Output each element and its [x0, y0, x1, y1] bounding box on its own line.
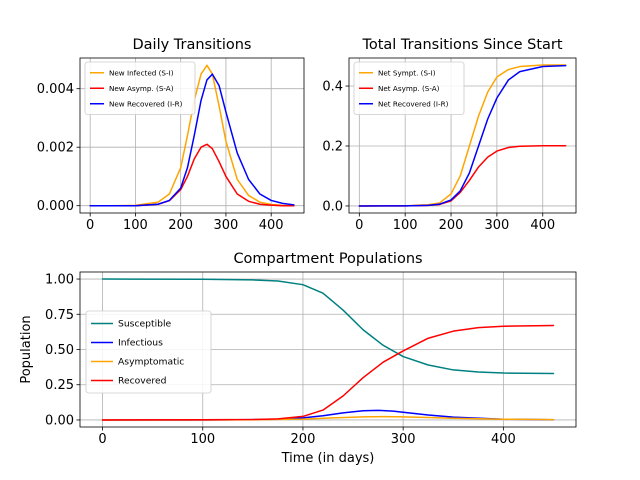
- chart-title: Total Transitions Since Start: [361, 37, 562, 53]
- y-tick-label: 0.2: [322, 139, 343, 154]
- legend-label: Asymptomatic: [118, 357, 184, 368]
- legend: Susceptible Infectious Asymptomatic Recover…: [85, 310, 212, 394]
- series-line-3: [89, 73, 295, 207]
- chart-title: Daily Transitions: [133, 37, 252, 53]
- series-line-1: [89, 64, 295, 207]
- legend-label: Infectious: [118, 338, 163, 349]
- legend: Net Sympt. (S-I) Net Asymp. (S-A) Net Reco…: [353, 61, 465, 115]
- y-tick-label: 0.50: [45, 343, 74, 358]
- y-tick-label: 0.002: [37, 141, 74, 156]
- legend-box: [84, 61, 196, 115]
- series-line-3: [358, 64, 567, 207]
- x-tick-label: 400: [530, 218, 555, 233]
- x-tick-label: 0: [98, 432, 106, 447]
- x-tick-label: 0: [355, 218, 363, 233]
- legend-label: Net Recovered (I-R): [378, 99, 449, 108]
- x-axis-label: Time (in days): [281, 451, 375, 466]
- series-line-1: [101, 278, 555, 375]
- x-tick-label: 0: [86, 218, 94, 233]
- y-axis-label: Population: [19, 315, 34, 383]
- x-tick-label: 300: [484, 218, 509, 233]
- x-tick-label: 300: [214, 218, 239, 233]
- axes-frame: [79, 57, 305, 214]
- y-tick-label: 0.4: [322, 80, 343, 95]
- y-tick-label: 0.25: [45, 378, 74, 393]
- x-tick-label: 200: [439, 218, 464, 233]
- x-tick-label: 100: [190, 432, 215, 447]
- axes-frame: [348, 57, 577, 214]
- legend: New Infected (S-I) New Asymp. (S-A) New Re…: [84, 61, 196, 115]
- chart-2: 0 100 200 300 400 0.0 0.2 0.4 Total Transitions …: [322, 37, 577, 233]
- legend-label: Net Asymp. (S-A): [378, 84, 440, 93]
- chart-1: 0 100 200 300 400 0.000 0.002 0.004 Daily Transi…: [37, 37, 305, 233]
- x-tick-label: 400: [259, 218, 284, 233]
- y-tick-label: 1.00: [45, 273, 74, 288]
- x-tick-label: 100: [123, 218, 148, 233]
- y-tick-label: 0.75: [45, 308, 74, 323]
- y-tick-label: 0.0: [322, 199, 343, 214]
- x-tick-label: 200: [168, 218, 193, 233]
- legend-label: Net Sympt. (S-I): [378, 68, 436, 77]
- x-tick-label: 400: [491, 432, 516, 447]
- legend-label: Susceptible: [118, 319, 172, 330]
- chart-title: Compartment Populations: [233, 251, 422, 267]
- x-tick-label: 100: [393, 218, 418, 233]
- y-tick-label: 0.004: [37, 82, 74, 97]
- y-tick-label: 0.000: [37, 199, 74, 214]
- x-tick-label: 300: [391, 432, 416, 447]
- y-tick-label: 0.00: [45, 413, 74, 428]
- legend-box: [85, 310, 212, 394]
- legend-box: [353, 61, 465, 115]
- chart-3: 0 100 200 300 400 0.00 0.25 0.50 0.75 1.00 Compart…: [19, 251, 577, 466]
- x-tick-label: 200: [291, 432, 316, 447]
- legend-label: New Recovered (I-R): [109, 99, 183, 108]
- legend-label: New Asymp. (S-A): [109, 84, 174, 93]
- series-line-4: [101, 324, 555, 421]
- legend-label: New Infected (S-I): [109, 68, 174, 77]
- legend-label: Recovered: [118, 376, 166, 387]
